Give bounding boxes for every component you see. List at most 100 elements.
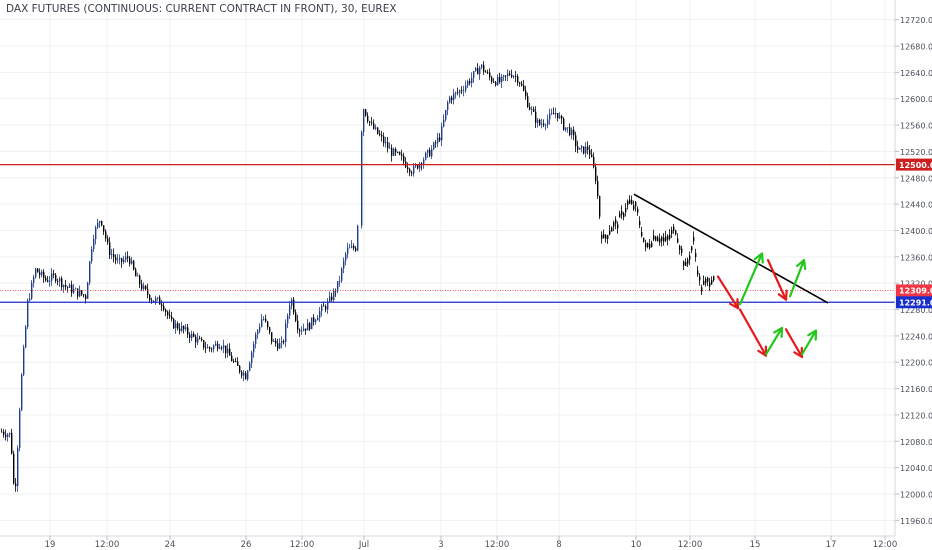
candle-body [319, 311, 321, 318]
candle-body [409, 169, 411, 173]
candle-body [303, 328, 305, 331]
candle-body [21, 374, 23, 411]
candle-body [261, 319, 263, 327]
candle-body [177, 323, 179, 329]
x-tick-label: 12:00 [678, 540, 703, 550]
price-axis[interactable]: 12720.0 12680.0 12640.0 12600.0 12560.0 12520… [894, 0, 932, 550]
candle-body [625, 208, 627, 213]
candle-body [257, 330, 259, 335]
candle-body [431, 149, 433, 157]
candle-body [127, 256, 129, 259]
candle-body [575, 135, 577, 147]
candle-body [481, 64, 483, 68]
candle-body [555, 113, 557, 115]
time-axis[interactable]: 19 12:00 24 26 12:00 Jul 3 12:00 8 10 12:00 15 17 12:… [0, 535, 898, 550]
candle-body [67, 286, 69, 288]
candle-body [205, 347, 207, 349]
candle-body [175, 323, 177, 329]
candle-body [313, 317, 315, 322]
candle-body [463, 90, 465, 92]
candle-body [295, 312, 297, 321]
candle-body [593, 156, 595, 168]
candle-body [591, 154, 593, 157]
candle-body [43, 271, 45, 278]
candle-body [95, 227, 97, 240]
candle-body [51, 273, 53, 281]
candle-body [549, 113, 551, 120]
candle-body [583, 146, 585, 154]
candle-body [631, 200, 633, 205]
candle-body [345, 253, 347, 261]
candle-body [637, 208, 639, 213]
candle-body [679, 245, 681, 250]
level-price-tag [896, 284, 932, 297]
candle-body [83, 294, 85, 296]
candle-body [135, 269, 137, 277]
y-tick-label: 12360.0 [900, 253, 932, 262]
level-price-tag [896, 158, 932, 171]
candle-body [479, 67, 481, 75]
candle-body [57, 280, 59, 282]
descending-trendline [633, 193, 829, 304]
candle-body [649, 243, 651, 248]
y-tick-label: 12520.0 [900, 148, 932, 157]
candle-body [647, 242, 649, 247]
candle-body [677, 238, 679, 243]
candle-body [437, 137, 439, 144]
candle-body [671, 229, 673, 234]
candle-body [619, 213, 621, 218]
candle-body [207, 347, 209, 349]
y-tick-label: 12160.0 [900, 385, 932, 394]
y-tick-label: 12600.0 [900, 95, 932, 104]
candle-body [621, 210, 623, 215]
candle-body [613, 222, 615, 227]
candle-body [499, 77, 501, 83]
candle-body [701, 287, 703, 292]
candle-body [309, 322, 311, 330]
candle-body [517, 76, 519, 83]
candle-body [617, 224, 619, 229]
candle-body [131, 260, 133, 264]
candle-body [609, 230, 611, 235]
candle-body [365, 109, 367, 116]
candle-body [39, 272, 41, 275]
candle-body [693, 237, 695, 242]
candle-body [527, 96, 529, 108]
drawing-annotations [633, 193, 829, 359]
candle-body [401, 154, 403, 156]
candle-body [529, 107, 531, 110]
candle-body [89, 261, 91, 283]
candle-body [581, 146, 583, 148]
candle-body [497, 77, 499, 85]
candle-body [415, 165, 417, 167]
candle-body [9, 432, 11, 435]
arrow-head-icon [807, 329, 818, 341]
candle-body [657, 237, 659, 242]
candle-body [353, 245, 355, 249]
candle-body [433, 142, 435, 150]
candle-body [579, 147, 581, 150]
candle-body [633, 205, 635, 210]
candle-body [535, 111, 537, 123]
candle-body [483, 64, 485, 72]
candle-body [707, 277, 709, 282]
candle-body [705, 278, 707, 283]
candle-body [563, 118, 565, 130]
y-tick-label: 12480.0 [900, 174, 932, 183]
candle-body [565, 127, 567, 130]
candle-body [199, 338, 201, 340]
candle-body [369, 121, 371, 123]
x-tick-label: 12:00 [873, 540, 898, 550]
candle-body [171, 316, 173, 320]
candle-body [697, 270, 699, 275]
candle-body [355, 248, 357, 251]
candle-body [453, 93, 455, 101]
y-tick-label: 12680.0 [900, 43, 932, 52]
candle-body [459, 90, 461, 93]
candle-body [305, 328, 307, 331]
candle-body [551, 113, 553, 114]
candle-body [29, 298, 31, 301]
candle-body [375, 127, 377, 129]
y-tick-label: 12320.0 [900, 280, 932, 289]
